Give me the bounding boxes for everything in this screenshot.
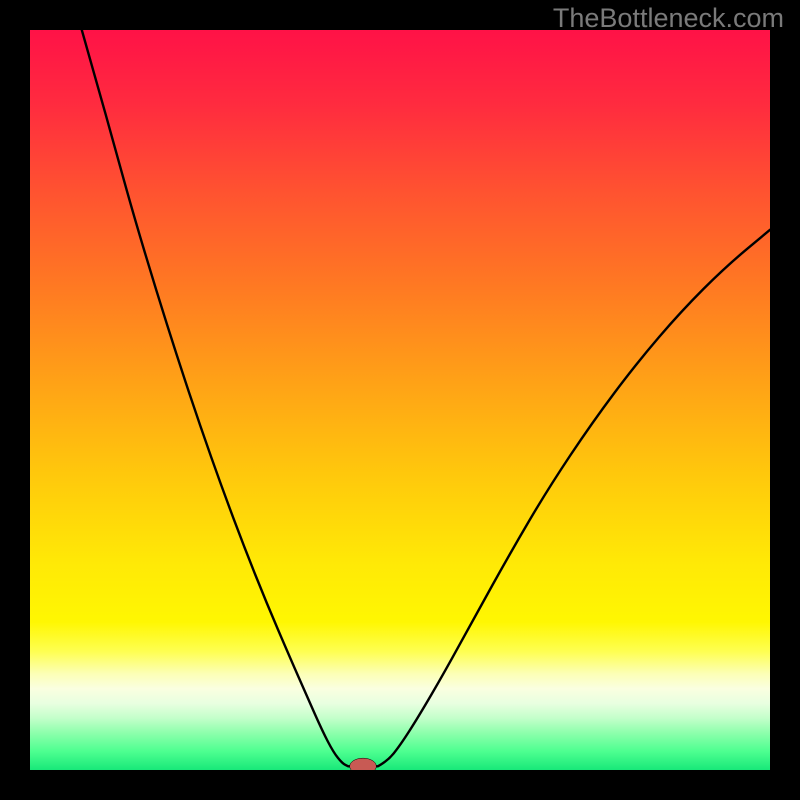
gradient-background bbox=[30, 30, 770, 770]
watermark-text: TheBottleneck.com bbox=[553, 3, 784, 34]
plot-area bbox=[30, 30, 770, 770]
plot-svg bbox=[30, 30, 770, 770]
